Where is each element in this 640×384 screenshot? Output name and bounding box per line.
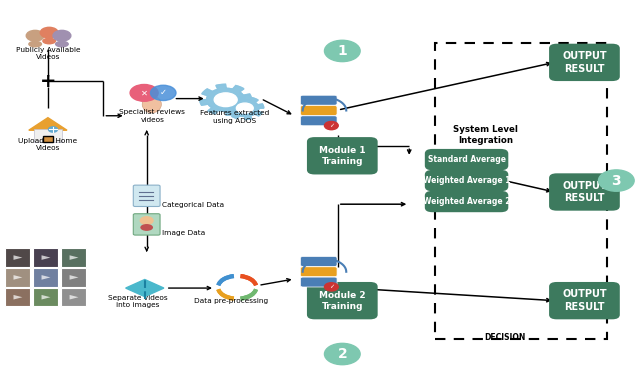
Text: DECISION: DECISION: [484, 333, 525, 342]
Text: Specialist reviews
videos: Specialist reviews videos: [120, 109, 186, 122]
Text: ✓: ✓: [329, 284, 334, 290]
Text: OUTPUT
RESULT: OUTPUT RESULT: [562, 290, 607, 312]
FancyBboxPatch shape: [4, 268, 30, 286]
FancyBboxPatch shape: [61, 268, 86, 286]
Polygon shape: [125, 280, 164, 297]
Polygon shape: [13, 255, 22, 260]
Text: Uploaded Home
Videos: Uploaded Home Videos: [19, 137, 77, 151]
FancyBboxPatch shape: [43, 136, 53, 142]
Ellipse shape: [42, 38, 56, 45]
Text: System Level
Integration: System Level Integration: [453, 125, 518, 145]
Polygon shape: [200, 84, 252, 115]
Circle shape: [324, 40, 360, 61]
FancyBboxPatch shape: [307, 137, 378, 174]
Text: 3: 3: [611, 174, 621, 187]
Polygon shape: [42, 295, 51, 300]
FancyBboxPatch shape: [425, 170, 508, 191]
Polygon shape: [42, 255, 51, 260]
Circle shape: [324, 121, 338, 130]
Circle shape: [324, 283, 338, 291]
Text: Image Data: Image Data: [162, 230, 205, 236]
Text: Module 2
Training: Module 2 Training: [319, 291, 365, 311]
FancyBboxPatch shape: [549, 44, 620, 81]
Circle shape: [598, 170, 634, 191]
FancyBboxPatch shape: [300, 95, 337, 105]
Circle shape: [49, 127, 58, 132]
FancyBboxPatch shape: [549, 173, 620, 211]
FancyBboxPatch shape: [4, 248, 30, 267]
Circle shape: [236, 103, 253, 113]
Polygon shape: [42, 275, 51, 280]
Polygon shape: [13, 275, 22, 280]
Text: ✓: ✓: [329, 123, 334, 128]
FancyBboxPatch shape: [300, 277, 337, 287]
Text: ✕: ✕: [141, 88, 148, 98]
FancyBboxPatch shape: [33, 248, 58, 267]
Text: Weighted Average 2: Weighted Average 2: [423, 197, 510, 206]
FancyBboxPatch shape: [425, 191, 508, 212]
Circle shape: [130, 84, 158, 101]
Ellipse shape: [28, 41, 42, 48]
Polygon shape: [226, 97, 264, 119]
FancyBboxPatch shape: [300, 267, 337, 277]
Text: ✓: ✓: [160, 88, 167, 98]
Circle shape: [26, 30, 44, 41]
FancyBboxPatch shape: [300, 116, 337, 126]
Text: 2: 2: [337, 347, 347, 361]
Text: OUTPUT
RESULT: OUTPUT RESULT: [562, 181, 607, 203]
Ellipse shape: [142, 96, 161, 113]
Polygon shape: [226, 97, 264, 119]
Circle shape: [218, 276, 256, 299]
FancyBboxPatch shape: [61, 288, 86, 306]
Polygon shape: [70, 275, 79, 280]
Text: Data pre-processing: Data pre-processing: [194, 298, 268, 305]
Polygon shape: [13, 295, 22, 300]
FancyBboxPatch shape: [33, 288, 58, 306]
Polygon shape: [70, 255, 79, 260]
Text: Standard Average: Standard Average: [428, 155, 506, 164]
Ellipse shape: [140, 224, 153, 231]
FancyBboxPatch shape: [33, 268, 58, 286]
Text: Weighted Average 1: Weighted Average 1: [423, 176, 510, 185]
FancyBboxPatch shape: [307, 282, 378, 319]
Text: Features extracted
using ADOS: Features extracted using ADOS: [200, 110, 269, 124]
FancyBboxPatch shape: [61, 248, 86, 267]
FancyBboxPatch shape: [300, 257, 337, 266]
Circle shape: [53, 30, 71, 41]
FancyBboxPatch shape: [4, 288, 30, 306]
Polygon shape: [70, 295, 79, 300]
FancyBboxPatch shape: [34, 129, 62, 142]
FancyBboxPatch shape: [425, 149, 508, 170]
Text: Categorical Data: Categorical Data: [162, 202, 224, 209]
Circle shape: [324, 343, 360, 365]
Circle shape: [140, 217, 153, 224]
Text: +: +: [40, 72, 56, 91]
Text: Module 1
Training: Module 1 Training: [319, 146, 365, 166]
FancyBboxPatch shape: [300, 106, 337, 116]
FancyBboxPatch shape: [133, 185, 160, 207]
Text: Publicly Available
Videos: Publicly Available Videos: [15, 47, 80, 60]
Polygon shape: [29, 118, 67, 130]
FancyBboxPatch shape: [549, 282, 620, 319]
Circle shape: [150, 85, 176, 101]
FancyBboxPatch shape: [133, 214, 160, 235]
Ellipse shape: [55, 41, 69, 48]
Text: 1: 1: [337, 44, 347, 58]
Text: OUTPUT
RESULT: OUTPUT RESULT: [562, 51, 607, 74]
Text: Separate videos
into images: Separate videos into images: [108, 295, 168, 308]
Circle shape: [214, 93, 237, 107]
Polygon shape: [200, 84, 252, 115]
Bar: [435, 43, 607, 339]
Circle shape: [40, 27, 58, 38]
